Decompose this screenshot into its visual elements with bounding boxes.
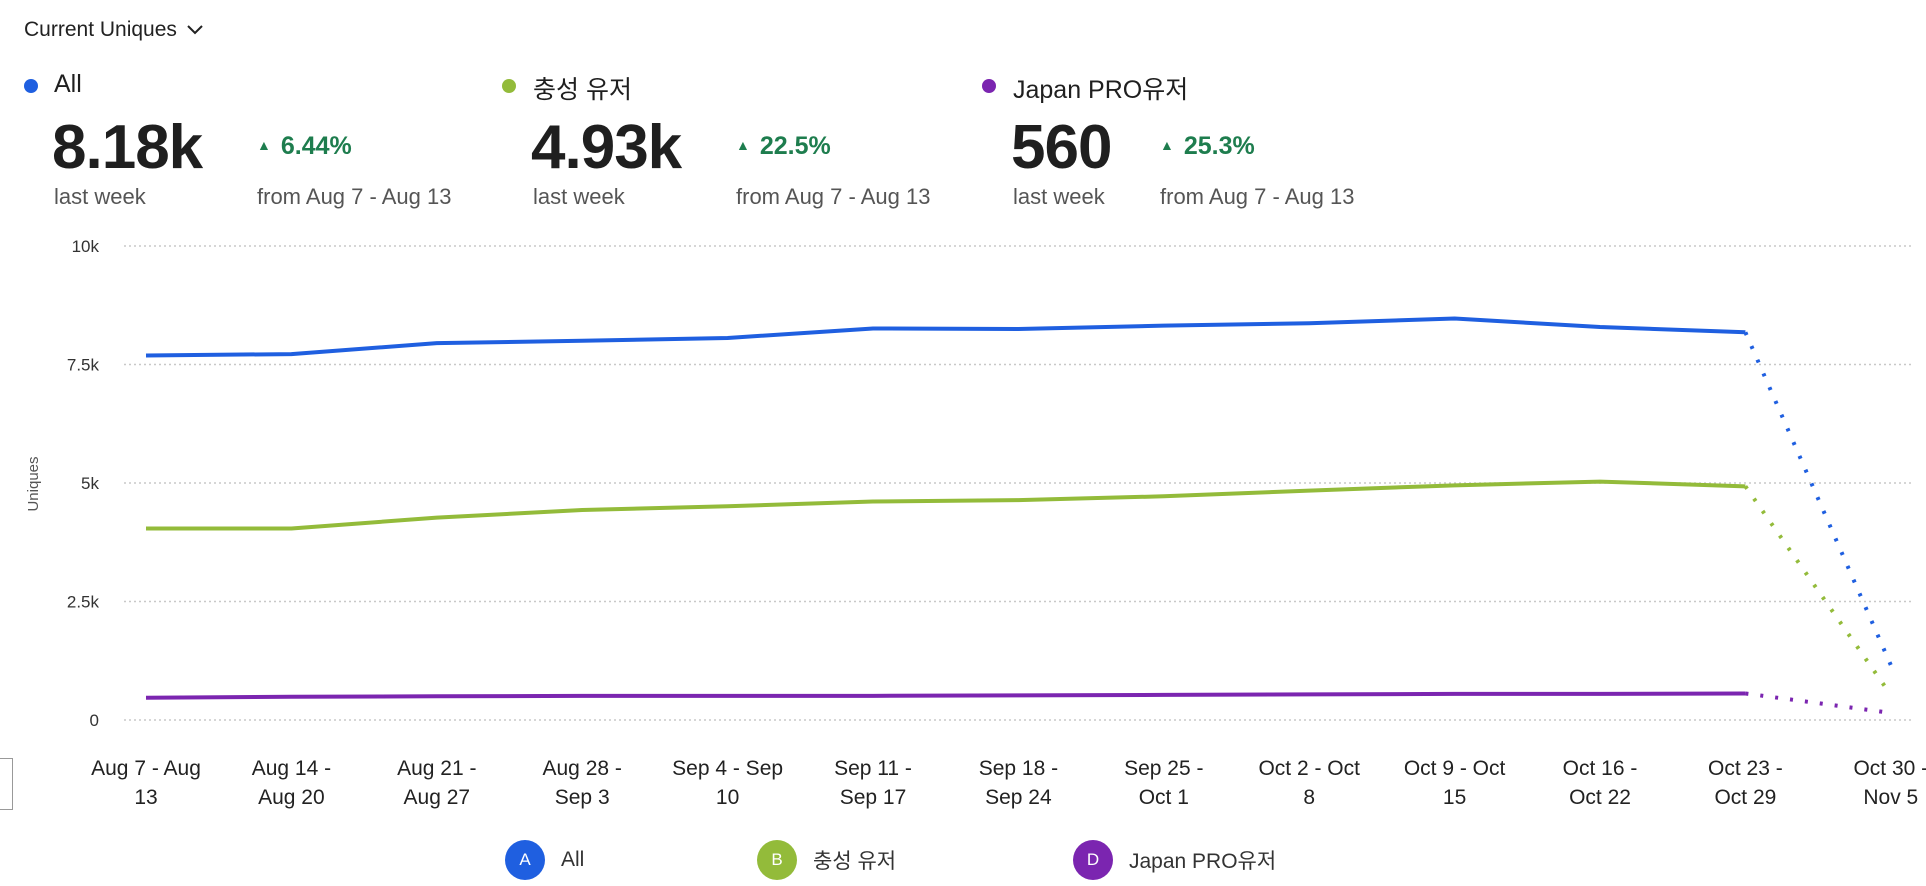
x-tick-label: Sep 25 - (1124, 757, 1203, 780)
legend-label: All (561, 848, 585, 871)
arrow-up-icon: ▲ (1160, 137, 1174, 153)
legend-item-all[interactable]: A All (505, 840, 584, 880)
metric-name: 충성 유저 (533, 76, 632, 104)
series-incomplete-segment-2 (1745, 691, 1892, 715)
x-tick-label: Oct 1 (1139, 786, 1189, 809)
collapsed-panel-handle[interactable] (0, 758, 13, 810)
x-tick-label: Oct 2 - Oct (1258, 757, 1360, 780)
x-tick-label: Sep 3 (555, 786, 610, 809)
legend-label: 충성 유저 (813, 850, 897, 873)
legend-badge: D (1073, 840, 1113, 880)
series-dot-icon (24, 79, 38, 93)
series-incomplete-segment-1 (1743, 485, 1893, 697)
series-line-0 (145, 316, 1746, 358)
legend-badge: A (505, 840, 545, 880)
y-axis-label: Uniques (25, 456, 42, 511)
x-tick-label: Oct 30 - (1853, 757, 1926, 780)
x-tick-label: Aug 28 - (543, 757, 622, 780)
series-dot-icon (502, 79, 516, 93)
x-tick-label: 8 (1303, 786, 1315, 809)
legend-item-loyal-users[interactable]: B 충성 유저 (757, 840, 896, 880)
x-tick-label: Oct 23 - (1708, 757, 1783, 780)
metric-period: last week (533, 184, 625, 209)
series-line-1 (146, 479, 1746, 531)
metric-name: Japan PRO유저 (1013, 76, 1189, 104)
chevron-down-icon (187, 25, 203, 35)
x-tick-label: Oct 29 (1714, 786, 1776, 809)
x-tick-label: Sep 18 - (979, 757, 1058, 780)
arrow-up-icon: ▲ (257, 137, 271, 153)
series-line-2 (145, 691, 1746, 700)
legend-label: Japan PRO유저 (1129, 850, 1277, 873)
x-tick-label: Aug 20 (258, 786, 325, 809)
y-tick-label: 7.5k (67, 356, 100, 375)
x-tick-label: Aug 27 (404, 786, 471, 809)
metric-comparison: from Aug 7 - Aug 13 (1160, 184, 1355, 209)
x-tick-label: Nov 5 (1863, 786, 1918, 809)
x-tick-label: 15 (1443, 786, 1466, 809)
metric-change: ▲ 25.3% (1160, 132, 1255, 161)
metric-selector-dropdown[interactable]: Current Uniques (24, 18, 203, 42)
series-incomplete-segment-0 (1743, 331, 1893, 666)
metric-period: last week (54, 184, 146, 209)
metric-name: All (54, 70, 82, 98)
x-tick-label: Sep 17 (840, 786, 907, 809)
series-dot-icon (982, 79, 996, 93)
metric-value: 8.18k (52, 113, 203, 182)
y-tick-label: 0 (90, 711, 99, 730)
metric-value: 4.93k (531, 113, 682, 182)
metric-period: last week (1013, 184, 1105, 209)
x-tick-label: Oct 16 - (1563, 757, 1638, 780)
metric-change: ▲ 6.44% (257, 132, 352, 161)
line-chart: 0 2.5k 5k 7.5k 10k Aug 7 - Aug 13 Aug 14 - Aug 2… (25, 237, 1926, 809)
y-tick-label: 10k (72, 237, 100, 256)
y-tick-label: 5k (81, 474, 99, 493)
x-tick-label: Sep 24 (985, 786, 1052, 809)
legend-item-japan-pro-users[interactable]: D Japan PRO유저 (1073, 840, 1276, 880)
x-tick-label: Aug 7 - Aug (91, 757, 201, 780)
legend-badge: B (757, 840, 797, 880)
x-tick-label: Aug 14 - (252, 757, 331, 780)
x-tick-label: Sep 4 - Sep (672, 757, 783, 780)
x-tick-label: 13 (134, 786, 157, 809)
x-tick-label: Oct 9 - Oct (1404, 757, 1506, 780)
arrow-up-icon: ▲ (736, 137, 750, 153)
metric-comparison: from Aug 7 - Aug 13 (257, 184, 452, 209)
metric-comparison: from Aug 7 - Aug 13 (736, 184, 931, 209)
change-value: 25.3% (1183, 132, 1255, 160)
change-value: 22.5% (759, 132, 831, 160)
metric-value: 560 (1011, 113, 1112, 182)
x-tick-label: Oct 22 (1569, 786, 1631, 809)
x-tick-label: Aug 21 - (397, 757, 476, 780)
change-value: 6.44% (280, 132, 352, 160)
x-tick-label: 10 (716, 786, 739, 809)
x-tick-label: Sep 11 - (834, 757, 912, 780)
y-tick-label: 2.5k (67, 593, 100, 612)
metric-selector-label: Current Uniques (24, 18, 177, 41)
metric-change: ▲ 22.5% (736, 132, 831, 161)
